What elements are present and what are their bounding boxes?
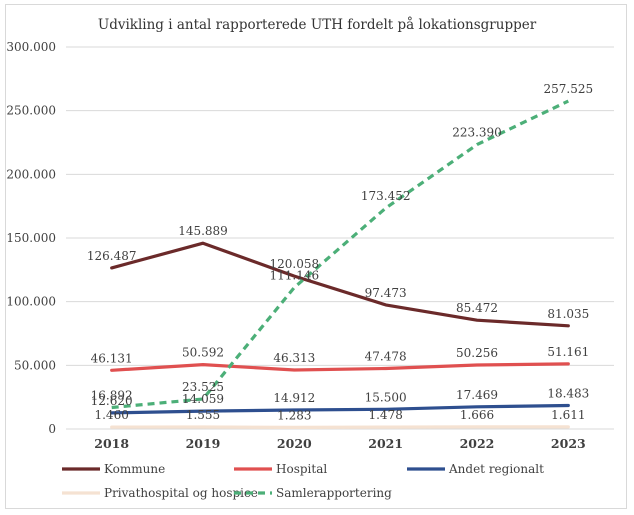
series-line-andet-regionalt	[110, 403, 570, 415]
y-tick-label: 50.000	[14, 358, 56, 372]
data-label: 223.390	[452, 126, 502, 140]
y-axis-ticks: 0 50.000 100.000 150.000 200.000 250.000 300.0…	[6, 40, 56, 436]
data-label: 111.146	[270, 268, 320, 282]
data-label: 81.035	[547, 307, 589, 321]
data-label: 12.620	[91, 394, 133, 408]
series-line-samlerapportering	[111, 99, 569, 410]
x-tick-label: 2021	[368, 436, 403, 451]
legend: Kommune Hospital Andet regionalt Privathosp…	[62, 462, 544, 500]
data-label: 173.452	[361, 189, 411, 203]
data-label: 46.131	[91, 351, 133, 365]
data-label: 1.666	[460, 408, 494, 422]
grid-lines	[66, 46, 614, 430]
series-line-kommune	[110, 241, 570, 328]
x-tick-label: 2023	[551, 436, 586, 451]
data-label: 46.313	[273, 351, 315, 365]
legend-label: Samlerapportering	[276, 486, 392, 500]
data-label: 97.473	[365, 286, 407, 300]
data-label: 14.059	[182, 392, 224, 406]
chart-frame	[5, 4, 627, 509]
data-label: 15.500	[365, 390, 407, 404]
y-tick-label: 300.000	[6, 40, 56, 54]
series-line-privathospital-og-hospice	[110, 425, 570, 429]
data-label: 257.525	[544, 82, 594, 96]
y-tick-label: 250.000	[6, 104, 56, 118]
chart-title: Udvikling i antal rapporterede UTH forde…	[98, 17, 537, 33]
data-label: 50.256	[456, 346, 498, 360]
data-label: 85.472	[456, 301, 498, 315]
data-label: 16.892	[91, 388, 133, 402]
data-label: 1.283	[277, 408, 311, 422]
data-label: 1.611	[551, 408, 585, 422]
y-tick-label: 200.000	[6, 167, 56, 181]
y-tick-label: 0	[48, 422, 56, 436]
data-label: 18.483	[547, 386, 589, 400]
data-label: 50.592	[182, 346, 224, 360]
data-label: 47.478	[365, 350, 407, 364]
data-label: 145.889	[178, 224, 228, 238]
data-labels: 126.487 145.889 120.058 97.473 85.472 81.035 4…	[87, 82, 593, 422]
x-axis-ticks: 2018 2019 2020 2021 2022 2023	[94, 436, 585, 451]
x-tick-label: 2018	[94, 436, 129, 451]
legend-label: Andet regionalt	[448, 462, 544, 476]
legend-label: Privathospital og hospice	[104, 486, 258, 500]
x-tick-label: 2019	[186, 436, 221, 451]
data-label: 126.487	[87, 249, 137, 263]
y-tick-label: 150.000	[6, 231, 56, 245]
data-label: 1.460	[94, 408, 128, 422]
data-label: 1.555	[186, 408, 220, 422]
y-tick-label: 100.000	[6, 295, 56, 309]
data-label: 17.469	[456, 388, 498, 402]
x-tick-label: 2020	[277, 436, 312, 451]
data-label: 1.478	[368, 408, 402, 422]
legend-label: Kommune	[104, 462, 165, 476]
series-lines	[110, 99, 570, 429]
data-label: 51.161	[547, 345, 589, 359]
series-line-hospital	[110, 362, 570, 372]
x-tick-label: 2022	[460, 436, 495, 451]
data-label: 14.912	[273, 391, 315, 405]
legend-label: Hospital	[276, 462, 327, 476]
data-label: 120.058	[270, 257, 320, 271]
data-label: 23.525	[182, 380, 224, 394]
